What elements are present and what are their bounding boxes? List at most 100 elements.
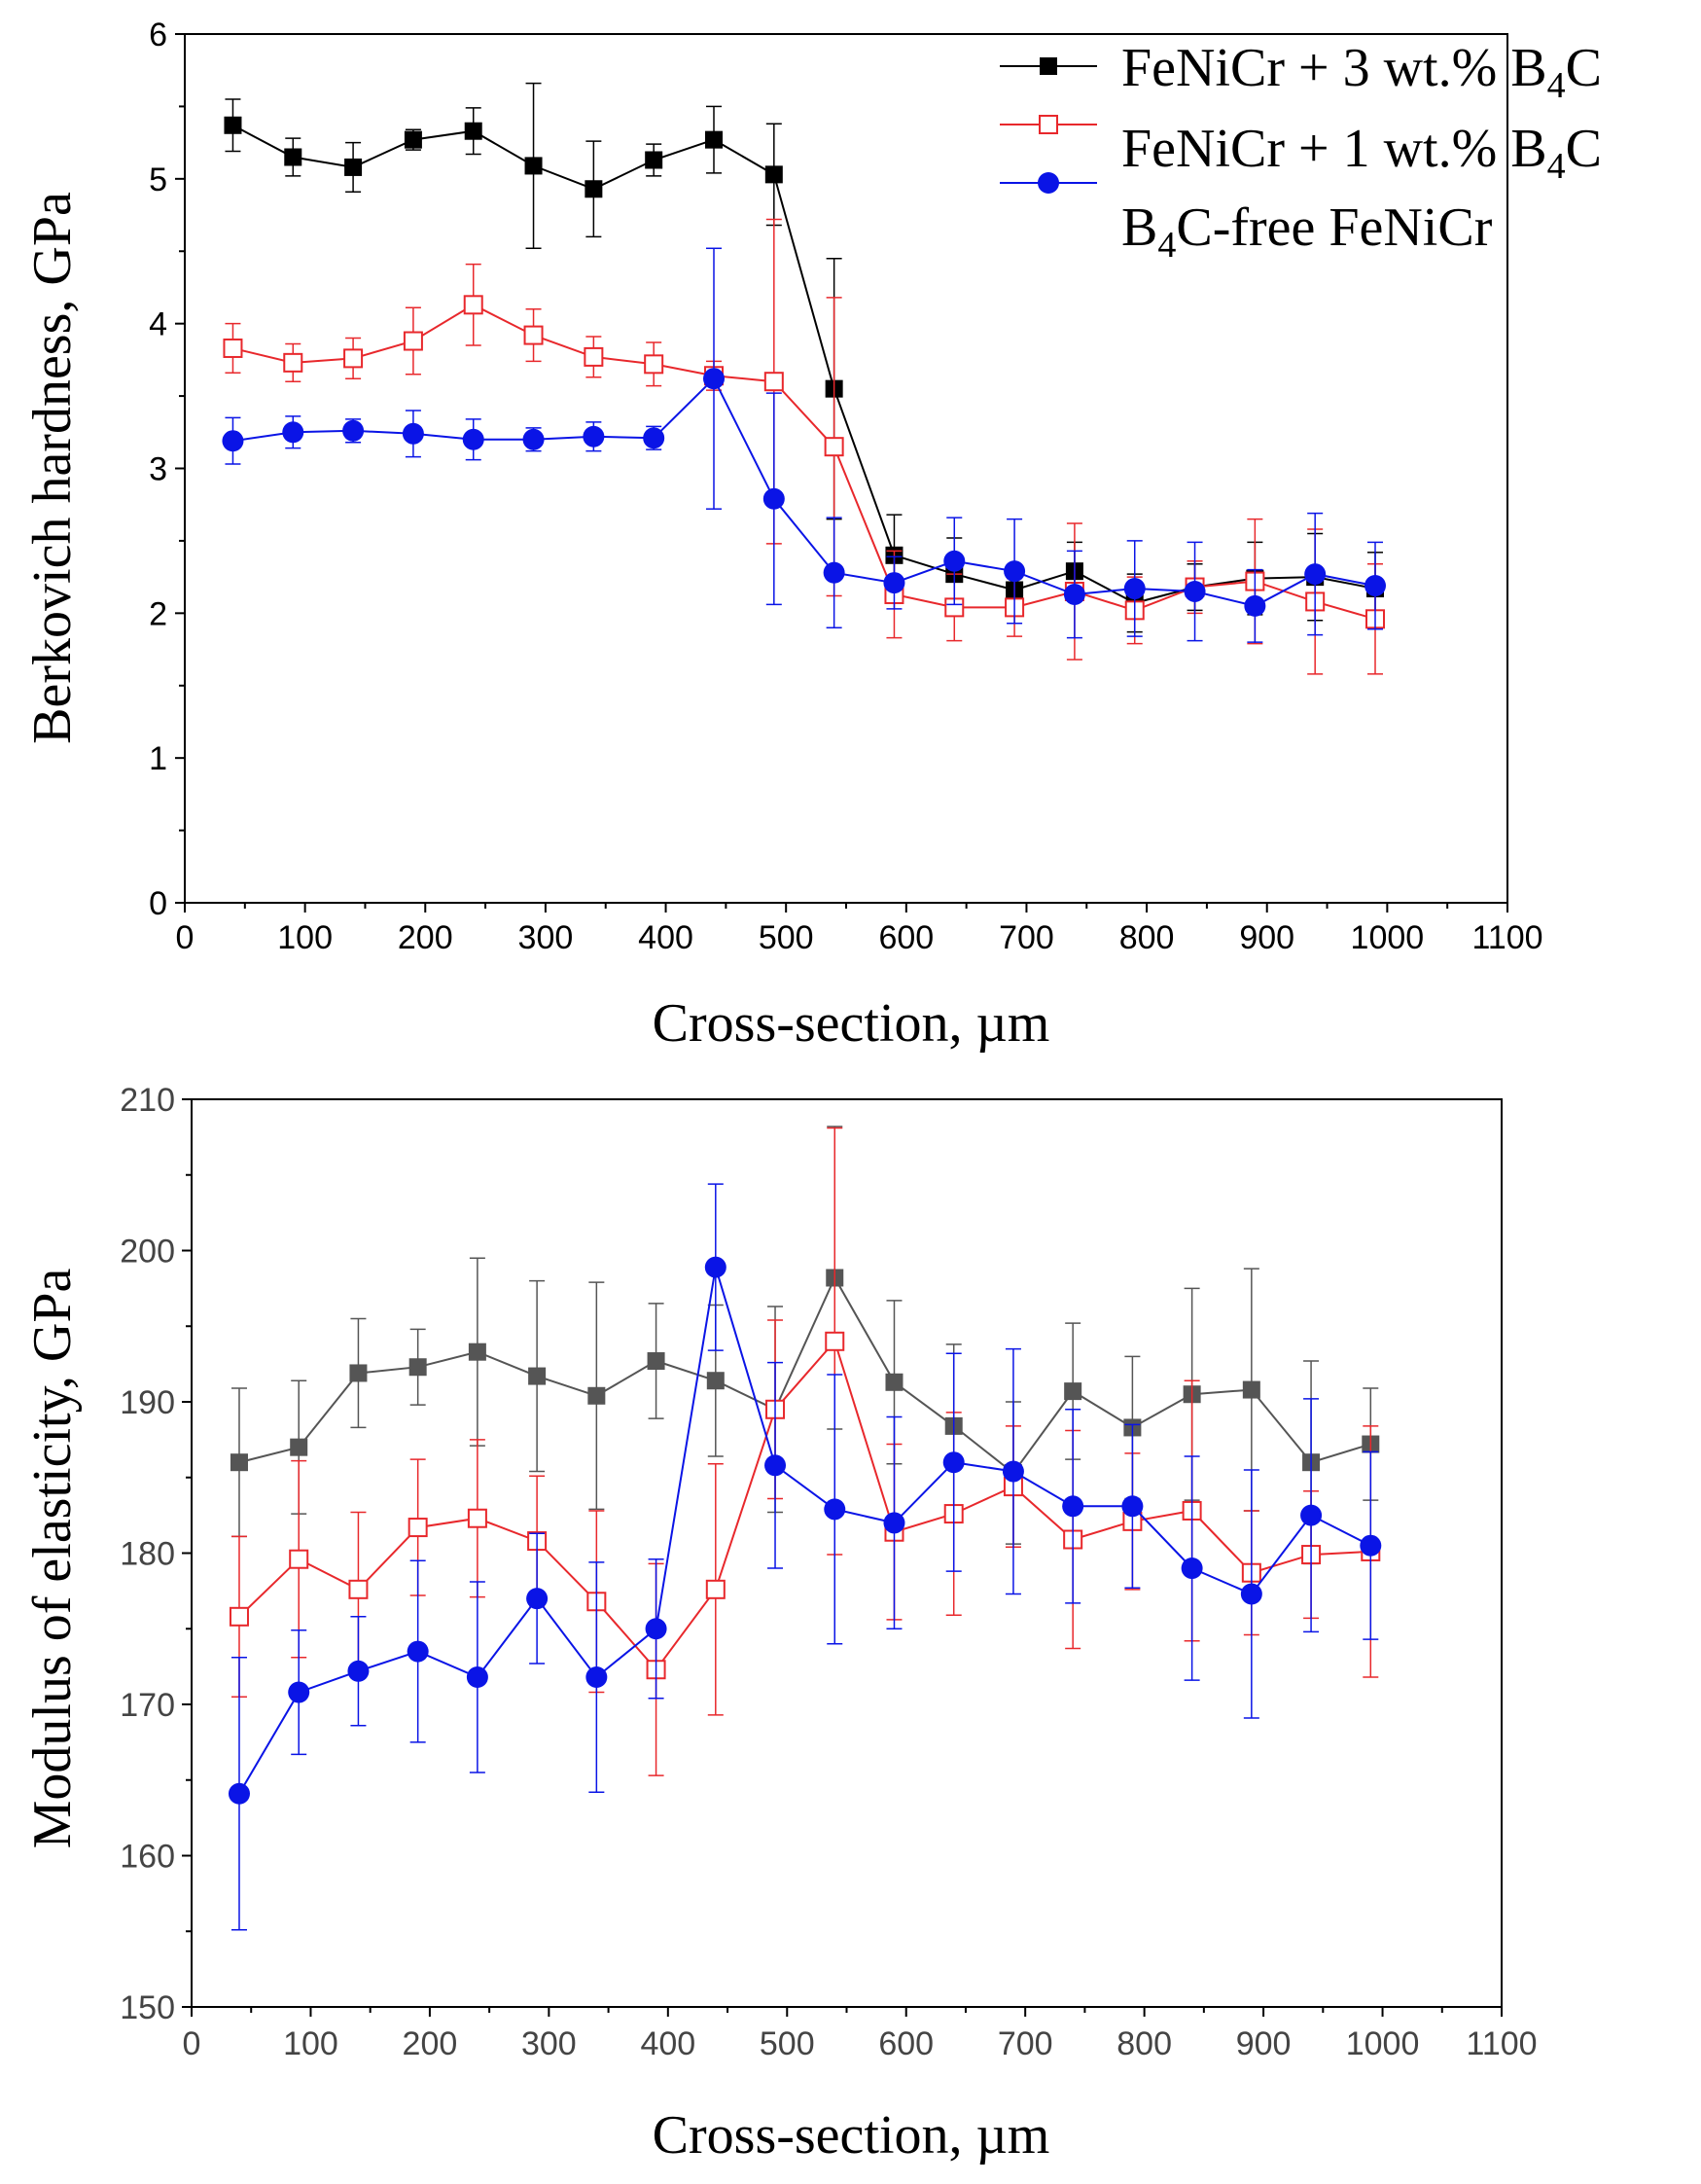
modulus-x-tick-label: 500 xyxy=(760,2025,815,2062)
modulus-series-3-point xyxy=(1360,1534,1382,1557)
legend-marker-1wt xyxy=(1039,115,1058,134)
hardness-series-3-point xyxy=(823,561,845,584)
modulus-series-1-point xyxy=(290,1438,308,1456)
legend-marker-3wt xyxy=(1040,57,1057,75)
modulus-series-3-point xyxy=(347,1660,370,1682)
modulus-series-3-point xyxy=(824,1498,846,1521)
hardness-series-2-point xyxy=(403,331,423,351)
hardness-chart: 0 100 200 300 400 500 600 700 800 900 1000 1100 0 1 2 3… xyxy=(22,17,1602,1054)
hardness-series-group xyxy=(222,82,1386,675)
hardness-series-1-point xyxy=(705,130,723,149)
legend-3wt-sub: 4 xyxy=(1547,65,1566,106)
hardness-x-tick-label: 500 xyxy=(759,919,814,956)
legend-marker-free xyxy=(1038,172,1059,194)
modulus-series-group xyxy=(228,1126,1382,1931)
legend-label-3wt: FeNiCr + 3 wt.% B4C xyxy=(1121,38,1602,106)
modulus-series-1-point xyxy=(528,1367,547,1385)
modulus-x-tick-label: 900 xyxy=(1236,2025,1292,2062)
modulus-series-2-point xyxy=(467,1508,487,1528)
hardness-x-tick-label: 1000 xyxy=(1351,919,1425,956)
modulus-series-3-point xyxy=(288,1681,310,1703)
modulus-y-tick-label: 190 xyxy=(120,1384,175,1421)
hardness-series-2-point xyxy=(644,354,664,375)
legend-1wt-tail: C xyxy=(1566,119,1602,179)
modulus-series-1-point xyxy=(1242,1380,1260,1399)
modulus-x-tick-label: 400 xyxy=(640,2025,695,2062)
hardness-x-tick-label: 200 xyxy=(398,919,453,956)
hardness-series-1-point xyxy=(585,180,603,198)
hardness-series-3-point xyxy=(342,419,365,442)
hardness-y-tick-label: 6 xyxy=(149,17,167,54)
hardness-series-3-point xyxy=(583,425,605,448)
modulus-x-tick-label: 300 xyxy=(521,2025,577,2062)
hardness-series-3-point xyxy=(1184,581,1206,603)
legend-entry-free: B4C-free FeNiCr xyxy=(1000,172,1493,266)
modulus-x-tick-label: 200 xyxy=(403,2025,458,2062)
hardness-series-1-point xyxy=(284,148,302,166)
modulus-series-1-line xyxy=(238,1275,1371,1475)
hardness-y-tick-label: 0 xyxy=(149,885,167,922)
legend-label-free: B4C-free FeNiCr xyxy=(1121,197,1493,266)
modulus-x-tick-label: 1100 xyxy=(1466,2025,1537,2062)
modulus-series-2-point xyxy=(348,1579,369,1599)
modulus-series-3-point xyxy=(1181,1557,1203,1580)
modulus-series-1-point xyxy=(1064,1382,1082,1401)
modulus-y-tick-label: 200 xyxy=(120,1234,175,1271)
modulus-series-2-line xyxy=(238,1339,1371,1671)
modulus-axis-ticks: 0 100 200 300 400 500 600 700 800 900 1000 1100 150 1… xyxy=(120,1082,1537,2062)
hardness-series-1-point xyxy=(224,116,242,134)
hardness-series-3-point xyxy=(943,550,966,572)
modulus-chart: 0 100 200 300 400 500 600 700 800 900 1000 1100 150 1… xyxy=(22,1082,1538,2166)
modulus-x-tick-label: 800 xyxy=(1116,2025,1172,2062)
modulus-series-1-point xyxy=(408,1358,427,1377)
hardness-y-tick-label: 3 xyxy=(149,451,167,488)
modulus-series-3-point xyxy=(883,1512,905,1534)
modulus-x-tick-label: 600 xyxy=(878,2025,934,2062)
modulus-series-3 xyxy=(228,1183,1382,1931)
hardness-series-3-point xyxy=(703,368,725,390)
legend-1wt-main: FeNiCr + 1 wt.% B xyxy=(1121,119,1547,179)
hardness-series-2-point xyxy=(523,325,544,345)
hardness-x-tick-label: 100 xyxy=(277,919,333,956)
hardness-series-3-point xyxy=(643,427,665,449)
hardness-series-3-point xyxy=(1304,563,1327,586)
hardness-y-tick-label: 1 xyxy=(149,740,167,777)
hardness-series-3 xyxy=(222,247,1386,643)
modulus-y-tick-label: 160 xyxy=(120,1839,175,1876)
modulus-y-axis-title: Modulus of elasticity, GPa xyxy=(22,1268,83,1848)
modulus-x-axis-title: Cross-section, µm xyxy=(653,2105,1050,2166)
modulus-y-tick-label: 210 xyxy=(120,1082,175,1119)
modulus-series-1-point xyxy=(230,1453,248,1472)
hardness-series-2-point xyxy=(463,295,483,315)
hardness-series-1-point xyxy=(524,157,543,175)
hardness-series-2-point xyxy=(763,372,784,392)
hardness-y-axis-title: Berkovich hardness, GPa xyxy=(22,192,83,744)
legend-free-sub: 4 xyxy=(1157,225,1176,266)
modulus-series-3-point xyxy=(407,1640,429,1663)
modulus-series-3-point xyxy=(704,1256,726,1278)
hardness-series-2-point xyxy=(824,437,844,457)
modulus-series-1-point xyxy=(647,1352,665,1371)
modulus-series-3-point xyxy=(764,1454,787,1477)
hardness-series-3-point xyxy=(402,422,424,445)
hardness-y-tick-label: 2 xyxy=(149,595,167,632)
legend-1wt-sub: 4 xyxy=(1547,146,1566,187)
hardness-series-3-point xyxy=(462,428,484,450)
modulus-series-3-point xyxy=(645,1618,667,1640)
hardness-x-tick-label: 0 xyxy=(176,919,195,956)
hardness-x-tick-label: 800 xyxy=(1119,919,1175,956)
modulus-series-3-point xyxy=(1121,1495,1144,1518)
hardness-series-3-point xyxy=(222,430,244,452)
hardness-x-tick-label: 1100 xyxy=(1471,919,1542,956)
modulus-series-1-point xyxy=(885,1373,904,1391)
modulus-y-tick-label: 180 xyxy=(120,1536,175,1573)
hardness-series-1-point xyxy=(344,158,363,176)
hardness-series-3-point xyxy=(1123,578,1146,600)
modulus-series-1-point xyxy=(468,1343,486,1361)
modulus-series-2-point xyxy=(705,1579,726,1599)
hardness-series-3-point xyxy=(762,487,785,510)
hardness-y-tick-label: 5 xyxy=(149,161,167,198)
modulus-series-3-line xyxy=(238,1267,1371,1795)
hardness-series-3-point xyxy=(1063,583,1085,605)
modulus-y-tick-label: 170 xyxy=(120,1687,175,1724)
